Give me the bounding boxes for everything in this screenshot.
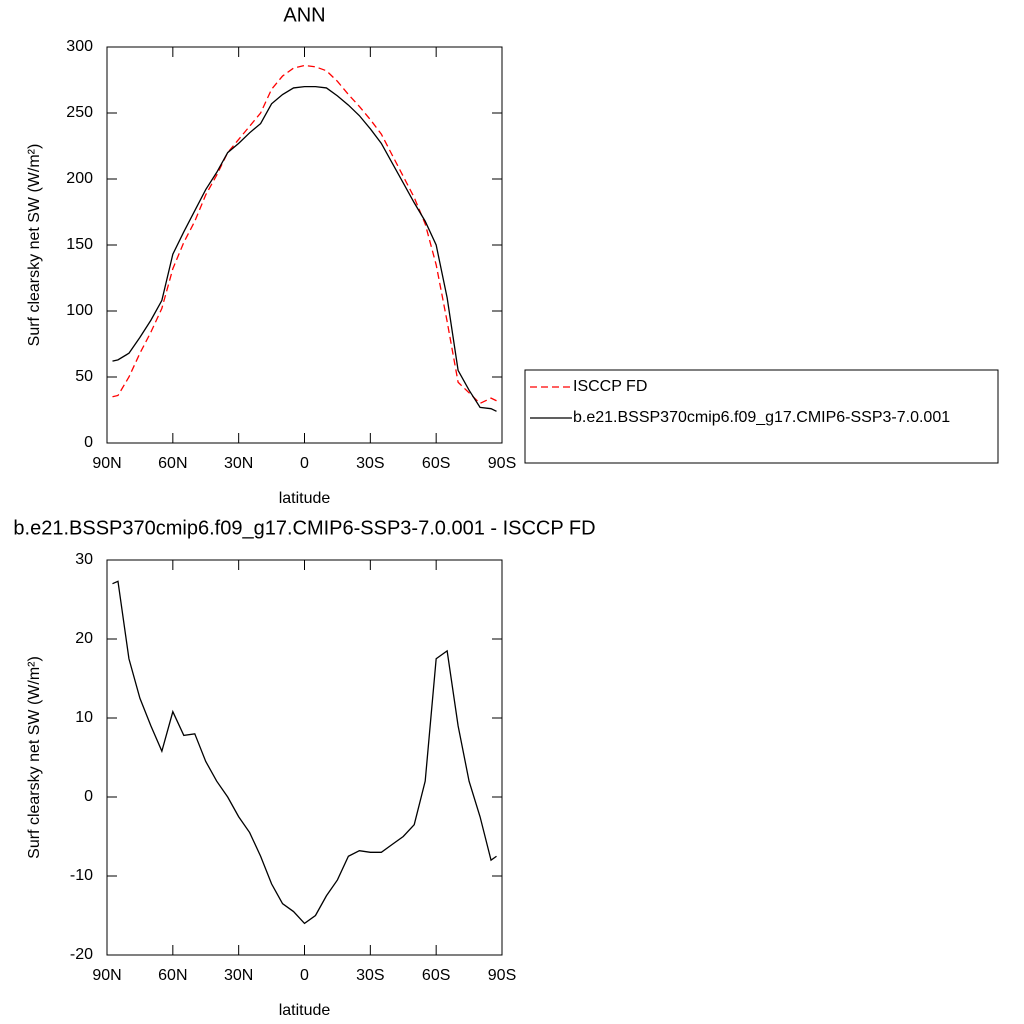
x-tick-label: 30N [224, 455, 253, 472]
x-axis-label: latitude [279, 490, 331, 507]
y-tick-label: 100 [66, 302, 93, 319]
plot-frame [106, 559, 503, 956]
chart-title: b.e21.BSSP370cmip6.f09_g17.CMIP6-SSP3-7.… [13, 517, 595, 539]
x-tick-label: 30S [356, 967, 384, 984]
data-line [112, 85, 497, 412]
y-axis-label: Surf clearsky net SW (W/m²) [26, 144, 43, 347]
legend-label: ISCCP FD [573, 378, 647, 395]
x-axis-label: latitude [279, 1002, 331, 1019]
x-tick-label: 60N [158, 967, 187, 984]
legend-label: b.e21.BSSP370cmip6.f09_g17.CMIP6-SSP3-7.… [573, 409, 950, 426]
x-tick-label: 0 [300, 455, 309, 472]
y-tick-label: -20 [70, 946, 93, 963]
x-tick-label: 90N [92, 455, 121, 472]
x-tick-label: 0 [300, 967, 309, 984]
x-tick-label: 60N [158, 455, 187, 472]
chart-title: ANN [283, 4, 325, 26]
plot-frame [106, 46, 503, 444]
y-tick-label: 250 [66, 104, 93, 121]
data-line [112, 580, 497, 925]
y-tick-label: 20 [75, 630, 93, 647]
y-tick-label: 30 [75, 551, 93, 568]
y-tick-label: 10 [75, 709, 93, 726]
x-tick-label: 30S [356, 455, 384, 472]
y-tick-label: 300 [66, 38, 93, 55]
y-axis-label: Surf clearsky net SW (W/m²) [26, 656, 43, 859]
y-tick-label: 200 [66, 170, 93, 187]
data-line [112, 64, 497, 405]
y-tick-label: 0 [84, 788, 93, 805]
x-tick-label: 90N [92, 967, 121, 984]
y-tick-label: 0 [84, 434, 93, 451]
x-tick-label: 60S [422, 455, 450, 472]
y-tick-label: 50 [75, 368, 93, 385]
legend-box [524, 369, 999, 464]
y-tick-label: 150 [66, 236, 93, 253]
y-tick-label: -10 [70, 867, 93, 884]
x-tick-label: 90S [488, 967, 516, 984]
x-tick-label: 30N [224, 967, 253, 984]
x-tick-label: 90S [488, 455, 516, 472]
x-tick-label: 60S [422, 967, 450, 984]
